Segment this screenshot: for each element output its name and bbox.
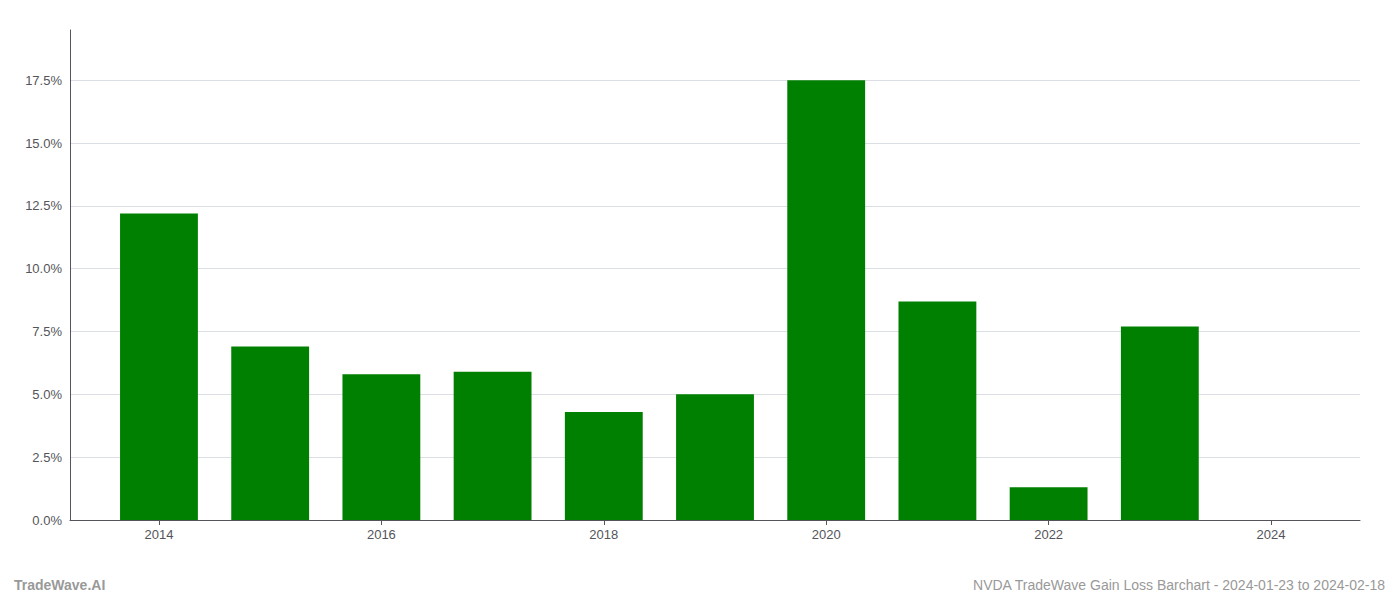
- svg-text:7.5%: 7.5%: [32, 324, 62, 339]
- svg-text:NVDA TradeWave Gain Loss Barch: NVDA TradeWave Gain Loss Barchart - 2024…: [973, 577, 1385, 593]
- svg-text:TradeWave.AI: TradeWave.AI: [14, 577, 105, 593]
- svg-text:2024: 2024: [1257, 527, 1286, 542]
- svg-text:2018: 2018: [589, 527, 618, 542]
- svg-text:2014: 2014: [145, 527, 174, 542]
- svg-text:2.5%: 2.5%: [32, 450, 62, 465]
- svg-text:5.0%: 5.0%: [32, 387, 62, 402]
- svg-text:2022: 2022: [1034, 527, 1063, 542]
- svg-text:17.5%: 17.5%: [25, 73, 62, 88]
- svg-text:12.5%: 12.5%: [25, 198, 62, 213]
- svg-text:15.0%: 15.0%: [25, 136, 62, 151]
- svg-text:10.0%: 10.0%: [25, 261, 62, 276]
- svg-text:0.0%: 0.0%: [32, 513, 62, 528]
- svg-text:2020: 2020: [812, 527, 841, 542]
- svg-text:2016: 2016: [367, 527, 396, 542]
